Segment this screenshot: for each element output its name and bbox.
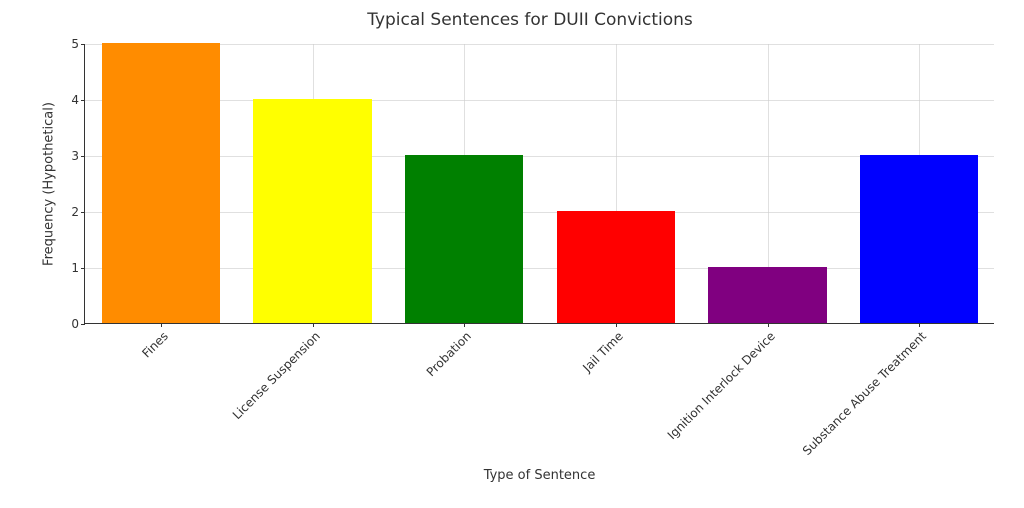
y-tick-mark xyxy=(81,156,85,157)
x-tick-mark xyxy=(313,323,314,327)
x-tick-label: License Suspension xyxy=(229,329,322,422)
x-tick-mark xyxy=(616,323,617,327)
bar xyxy=(708,267,826,323)
x-tick-label: Probation xyxy=(424,329,474,379)
y-axis-label: Frequency (Hypothetical) xyxy=(42,102,57,266)
x-tick-mark xyxy=(919,323,920,327)
x-tick-mark xyxy=(161,323,162,327)
y-tick-label: 2 xyxy=(71,205,79,219)
bar xyxy=(405,155,523,323)
bar xyxy=(102,43,220,323)
x-axis-label: Type of Sentence xyxy=(484,468,596,483)
y-tick-mark xyxy=(81,324,85,325)
grid-line-horizontal xyxy=(85,268,994,269)
bar xyxy=(557,211,675,323)
plot-area: Frequency (Hypothetical) Type of Sentenc… xyxy=(84,44,994,324)
y-tick-mark xyxy=(81,44,85,45)
x-tick-label: Substance Abuse Treatment xyxy=(800,329,929,458)
x-tick-label: Jail Time xyxy=(580,329,626,375)
grid-line-horizontal xyxy=(85,156,994,157)
grid-line-horizontal xyxy=(85,212,994,213)
grid-line-horizontal xyxy=(85,44,994,45)
bar xyxy=(860,155,978,323)
y-tick-mark xyxy=(81,100,85,101)
bar xyxy=(253,99,371,323)
y-tick-label: 0 xyxy=(71,317,79,331)
y-tick-label: 1 xyxy=(71,261,79,275)
x-tick-label: Ignition Interlock Device xyxy=(664,329,777,442)
y-tick-label: 4 xyxy=(71,93,79,107)
y-tick-mark xyxy=(81,268,85,269)
x-tick-mark xyxy=(464,323,465,327)
chart-container: Typical Sentences for DUII Convictions F… xyxy=(60,10,1000,500)
y-tick-label: 5 xyxy=(71,37,79,51)
x-tick-label: Fines xyxy=(139,329,171,361)
chart-title: Typical Sentences for DUII Convictions xyxy=(60,10,1000,30)
y-tick-label: 3 xyxy=(71,149,79,163)
y-tick-mark xyxy=(81,212,85,213)
x-tick-mark xyxy=(768,323,769,327)
grid-line-horizontal xyxy=(85,100,994,101)
